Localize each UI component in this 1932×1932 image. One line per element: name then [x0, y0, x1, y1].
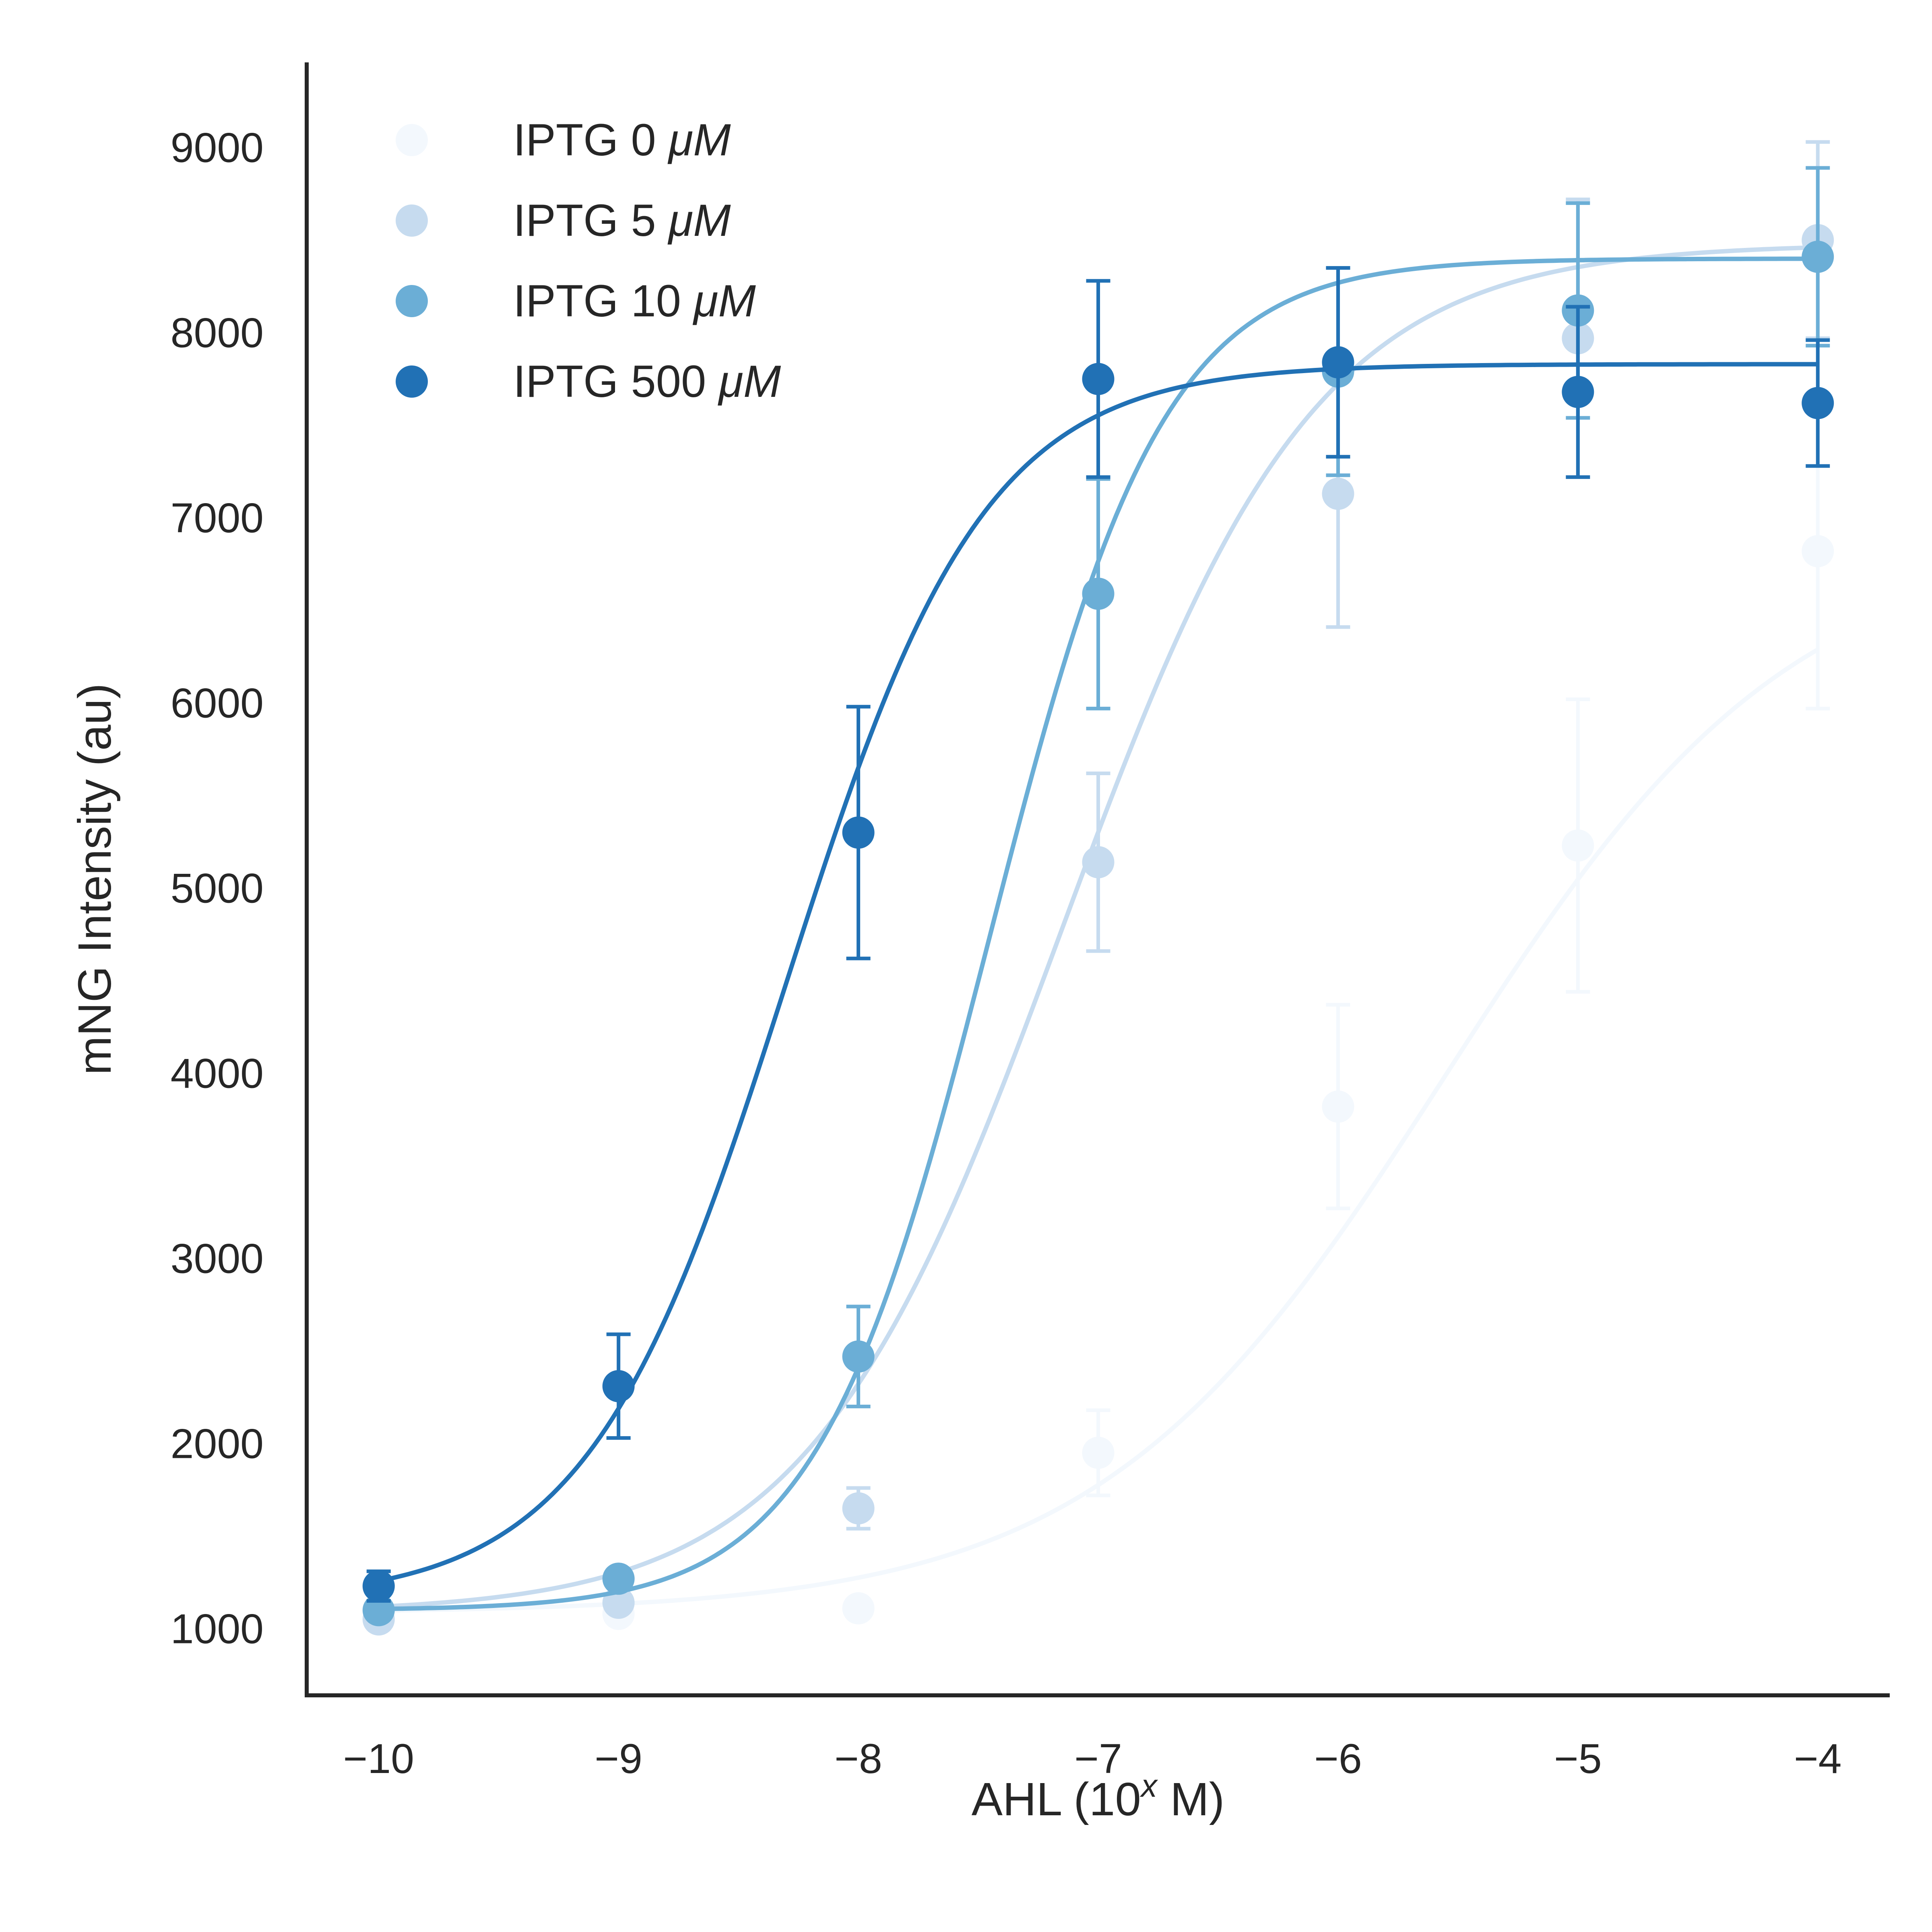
y-tick-label: 7000: [171, 495, 264, 542]
y-tick-label: 2000: [171, 1420, 264, 1467]
data-point: [842, 1340, 875, 1373]
data-point: [1562, 829, 1594, 862]
data-point: [602, 1563, 635, 1595]
legend-label: IPTG 0 μM: [513, 115, 731, 165]
data-point: [1802, 240, 1834, 273]
y-tick-label: 3000: [171, 1235, 264, 1282]
y-tick-label: 1000: [171, 1606, 264, 1652]
legend: IPTG 0 μM IPTG 5 μM IPTG 10 μM IPTG 500 μM: [396, 115, 781, 407]
data-point: [1802, 535, 1834, 568]
legend-marker: [396, 204, 428, 237]
y-tick-label: 8000: [171, 310, 264, 357]
legend-marker: [396, 285, 428, 317]
x-tick-labels: −10 −9 −8 −7 −6 −5 −4: [343, 1736, 1842, 1782]
data-point: [1322, 477, 1354, 510]
x-tick-label: −8: [834, 1736, 882, 1782]
y-tick-label: 9000: [171, 125, 264, 171]
y-axis-label: mNG Intensity (au): [68, 683, 121, 1075]
y-tick-label: 5000: [171, 865, 264, 912]
data-point: [1082, 363, 1115, 395]
data-point: [602, 1370, 635, 1402]
legend-marker: [396, 365, 428, 398]
x-tick-label: −9: [594, 1736, 642, 1782]
data-point: [1322, 1090, 1354, 1123]
x-tick-label: −6: [1314, 1736, 1362, 1782]
x-tick-label: −7: [1074, 1736, 1122, 1782]
y-tick-label: 4000: [171, 1050, 264, 1097]
legend-marker: [396, 124, 428, 156]
data-point: [842, 816, 875, 849]
data-point: [1082, 578, 1115, 610]
series-group: [362, 266, 1834, 1603]
data-point: [1082, 1437, 1115, 1469]
legend-label: IPTG 10 μM: [513, 276, 756, 326]
y-tick-labels: 1000 2000 3000 4000 5000 6000 7000 8000 9000: [171, 125, 264, 1653]
x-tick-label: −10: [343, 1736, 414, 1782]
data-point: [842, 1592, 875, 1624]
data-point: [362, 1570, 395, 1602]
data-point: [1082, 846, 1115, 879]
data-point: [1322, 346, 1354, 379]
data-point: [1802, 387, 1834, 419]
x-axis-label: AHL (10x M): [972, 1768, 1225, 1825]
data-point: [1562, 376, 1594, 408]
x-tick-label: −4: [1794, 1736, 1842, 1782]
y-tick-label: 6000: [171, 680, 264, 727]
legend-label: IPTG 5 μM: [513, 195, 731, 246]
data-point: [842, 1492, 875, 1525]
plot-area: [362, 140, 1834, 1636]
x-tick-label: −5: [1554, 1736, 1602, 1782]
legend-label: IPTG 500 μM: [513, 356, 781, 407]
